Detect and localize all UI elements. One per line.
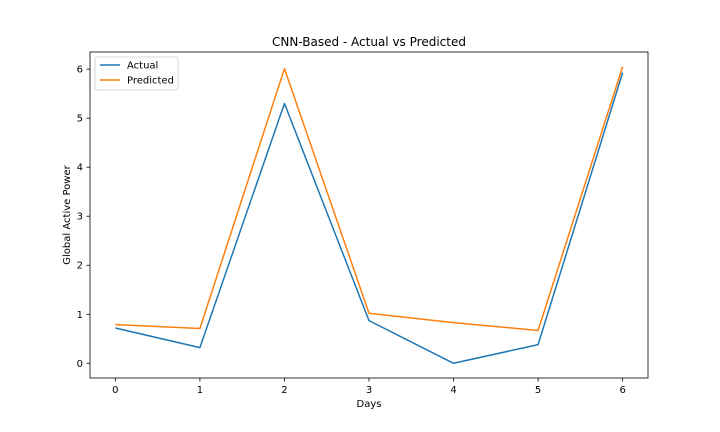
series-line-actual bbox=[115, 72, 624, 365]
series-line-predicted bbox=[115, 66, 624, 332]
y-tick-label: 3 bbox=[77, 212, 83, 223]
x-axis-label: Days bbox=[357, 399, 382, 410]
y-tick-label: 1 bbox=[77, 310, 83, 321]
y-tick-label: 4 bbox=[77, 163, 83, 174]
x-tick-label: 3 bbox=[366, 385, 372, 396]
y-tick-label: 2 bbox=[77, 261, 83, 272]
y-axis-label: Global Active Power bbox=[62, 164, 73, 264]
chart-title: CNN-Based - Actual vs Predicted bbox=[272, 35, 466, 49]
x-tick-label: 6 bbox=[619, 385, 625, 396]
x-tick-label: 0 bbox=[112, 385, 118, 396]
y-tick-label: 5 bbox=[77, 114, 83, 125]
y-tick-label: 6 bbox=[77, 65, 83, 76]
y-tick-label: 0 bbox=[77, 359, 83, 370]
plot-area: 0 1 2 3 4 5 6 0 1 2 3 4 5 6 Actual Predicted bbox=[77, 51, 649, 396]
legend-label-predicted: Predicted bbox=[127, 76, 174, 87]
x-tick-label: 4 bbox=[450, 385, 456, 396]
x-tick-label: 2 bbox=[281, 385, 287, 396]
legend-label-actual: Actual bbox=[127, 61, 158, 72]
x-tick-label: 5 bbox=[535, 385, 541, 396]
x-tick-label: 1 bbox=[197, 385, 203, 396]
plot-frame bbox=[89, 51, 649, 379]
